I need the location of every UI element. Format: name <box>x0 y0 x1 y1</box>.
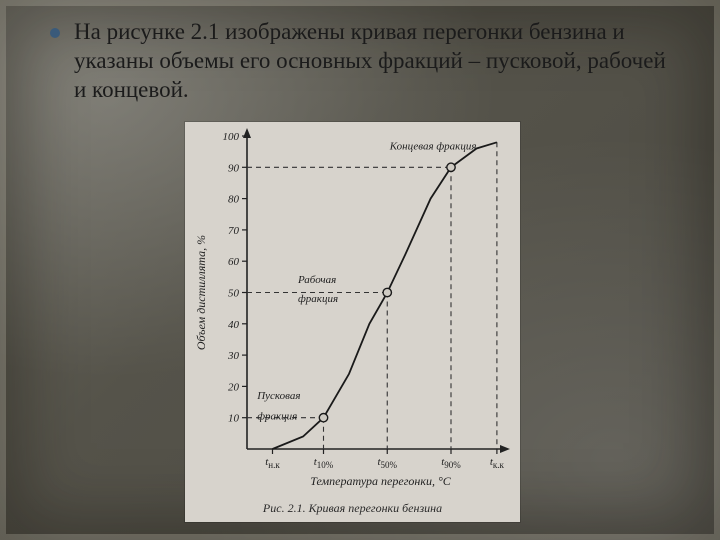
svg-text:фракция: фракция <box>298 293 338 305</box>
svg-text:tк.к: tк.к <box>490 456 505 470</box>
svg-text:80: 80 <box>228 194 240 206</box>
svg-text:Концевая фракция: Концевая фракция <box>389 141 477 153</box>
svg-text:фракция: фракция <box>257 411 297 423</box>
svg-text:Пусковая: Пусковая <box>256 390 300 402</box>
svg-text:Температура перегонки, °C: Температура перегонки, °C <box>310 474 451 488</box>
svg-text:50: 50 <box>228 288 240 300</box>
svg-text:40: 40 <box>228 319 240 331</box>
svg-text:60: 60 <box>228 256 240 268</box>
svg-text:100: 100 <box>223 131 240 143</box>
svg-text:Рабочая: Рабочая <box>297 274 336 286</box>
svg-text:90: 90 <box>228 162 240 174</box>
bullet-dot-icon <box>50 28 60 38</box>
svg-text:t90%: t90% <box>441 456 461 470</box>
svg-text:t10%: t10% <box>314 456 334 470</box>
svg-text:10: 10 <box>228 413 240 425</box>
svg-text:Объем дистиллята, %: Объем дистиллята, % <box>194 235 208 350</box>
bullet-paragraph: На рисунке 2.1 изображены кривая перегон… <box>50 18 678 104</box>
distillation-chart: 10 20 30 40 50 60 70 80 90 100 tн.к t10% t50% t90% tк.… <box>185 122 520 497</box>
svg-text:t50%: t50% <box>377 456 397 470</box>
figure-caption: Рис. 2.1. Кривая перегонки бензина <box>185 501 520 516</box>
figure-panel: 10 20 30 40 50 60 70 80 90 100 tн.к t10% t50% t90% tк.… <box>185 122 520 522</box>
svg-text:70: 70 <box>228 225 240 237</box>
svg-text:20: 20 <box>228 381 240 393</box>
bullet-text: На рисунке 2.1 изображены кривая перегон… <box>74 18 678 104</box>
svg-text:30: 30 <box>227 350 240 362</box>
svg-text:tн.к: tн.к <box>265 456 280 470</box>
